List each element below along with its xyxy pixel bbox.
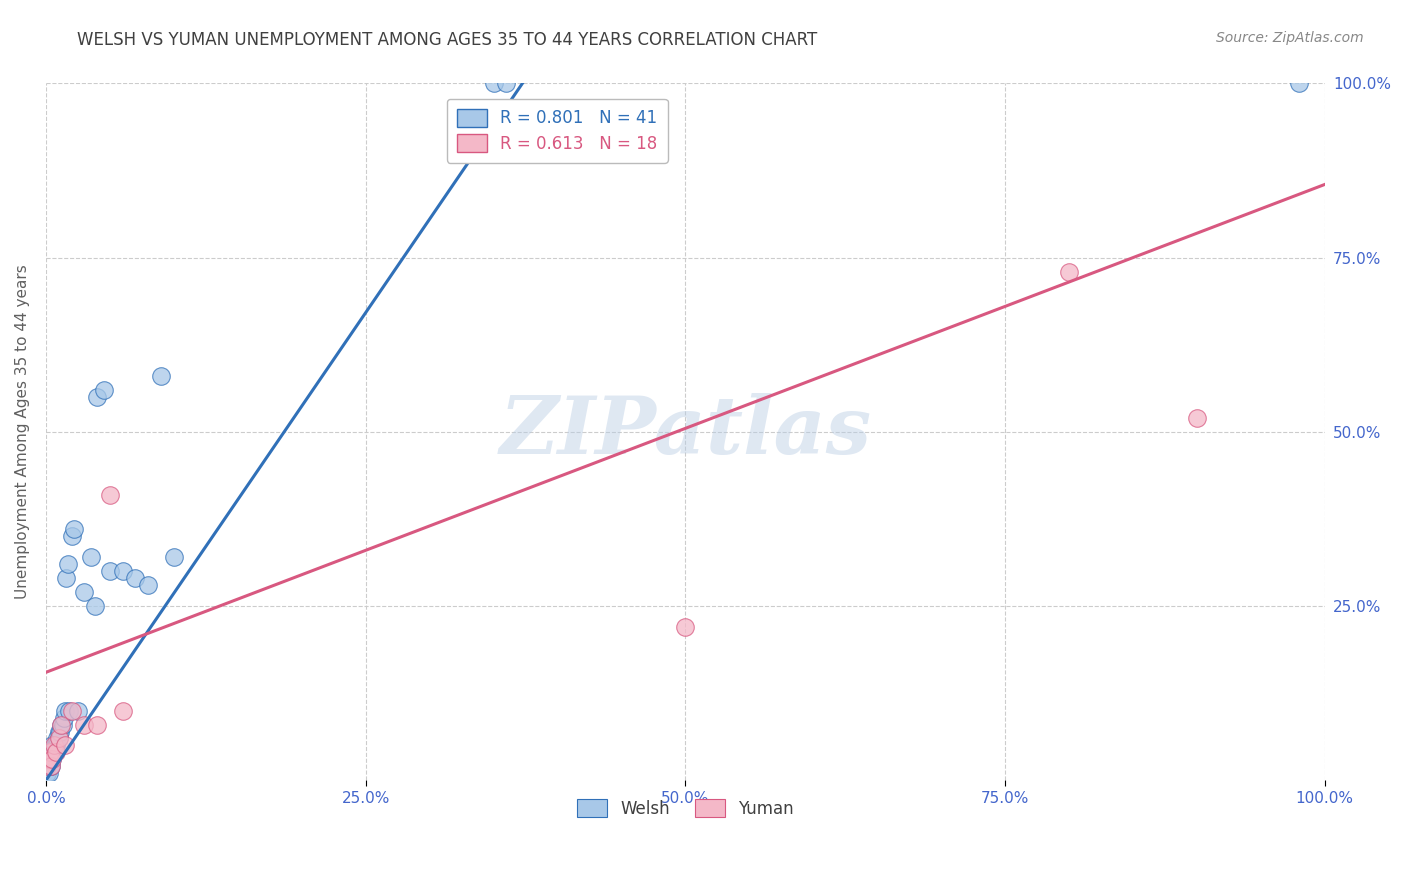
Point — [60, 704, 83, 718]
Point — [150, 369, 173, 384]
Point — [41, 752, 63, 766]
Legend: Welsh, Yuman: Welsh, Yuman — [571, 792, 800, 824]
Point — [38, 759, 60, 773]
Point — [51, 717, 73, 731]
Text: WELSH VS YUMAN UNEMPLOYMENT AMONG AGES 35 TO 44 YEARS CORRELATION CHART: WELSH VS YUMAN UNEMPLOYMENT AMONG AGES 3… — [77, 31, 817, 49]
Point — [38, 752, 60, 766]
Point — [1057, 264, 1080, 278]
Point — [163, 550, 186, 565]
Point — [45, 746, 67, 760]
Y-axis label: Unemployment Among Ages 35 to 44 years: Unemployment Among Ages 35 to 44 years — [15, 265, 30, 599]
Point — [63, 523, 86, 537]
Point — [136, 578, 159, 592]
Point — [37, 759, 59, 773]
Point — [49, 724, 72, 739]
Point — [42, 739, 65, 753]
Point — [38, 752, 60, 766]
Point — [39, 759, 62, 773]
Point — [58, 704, 80, 718]
Point — [53, 739, 76, 753]
Point — [111, 564, 134, 578]
Point — [1185, 411, 1208, 425]
Point — [44, 746, 66, 760]
Point — [37, 766, 59, 780]
Text: Source: ZipAtlas.com: Source: ZipAtlas.com — [1216, 31, 1364, 45]
Point — [39, 746, 62, 760]
Point — [673, 620, 696, 634]
Point — [52, 710, 75, 724]
Point — [83, 599, 105, 613]
Point — [48, 731, 70, 746]
Point — [93, 383, 115, 397]
Point — [73, 717, 96, 731]
Point — [48, 731, 70, 746]
Point — [495, 77, 517, 91]
Point — [80, 550, 103, 565]
Point — [56, 558, 79, 572]
Point — [124, 571, 146, 585]
Point — [51, 717, 73, 731]
Point — [98, 564, 121, 578]
Point — [73, 585, 96, 599]
Point — [46, 731, 69, 746]
Point — [39, 759, 62, 773]
Point — [38, 746, 60, 760]
Point — [41, 752, 63, 766]
Point — [86, 390, 108, 404]
Point — [55, 571, 77, 585]
Text: ZIPatlas: ZIPatlas — [499, 393, 872, 471]
Point — [86, 717, 108, 731]
Point — [38, 759, 60, 773]
Point — [482, 77, 505, 91]
Point — [45, 739, 67, 753]
Point — [53, 704, 76, 718]
Point — [111, 704, 134, 718]
Point — [42, 746, 65, 760]
Point — [1288, 77, 1310, 91]
Point — [38, 766, 60, 780]
Point — [52, 717, 75, 731]
Point — [66, 704, 89, 718]
Point — [98, 487, 121, 501]
Point — [48, 724, 70, 739]
Point — [60, 529, 83, 543]
Point — [44, 739, 66, 753]
Point — [41, 739, 63, 753]
